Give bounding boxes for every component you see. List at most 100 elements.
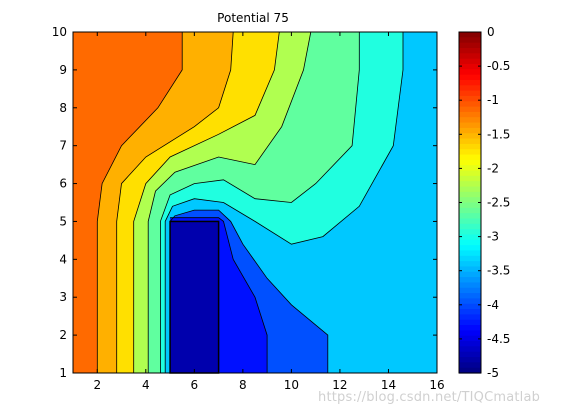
colorbar-segment: [459, 138, 481, 145]
colorbar-segment: [459, 218, 481, 225]
colorbar-segment: [459, 175, 481, 182]
colorbar-segment: [459, 277, 481, 284]
colorbar-segment: [459, 303, 481, 310]
colorbar-segment: [459, 170, 481, 177]
colorbar-segment: [459, 90, 481, 97]
colorbar-segment: [459, 213, 481, 220]
x-tick-label: 2: [93, 378, 101, 392]
contour-line: [159, 32, 360, 373]
colorbar-segment: [459, 341, 481, 347]
colorbar-segment: [459, 319, 481, 326]
colorbar-segment: [459, 133, 481, 140]
x-tick-label: 12: [332, 378, 347, 392]
contour-line: [96, 32, 183, 373]
colorbar-segment: [459, 47, 481, 54]
colorbar-segment: [459, 351, 481, 358]
electrode-region: [169, 220, 220, 374]
x-tick-label: 8: [239, 378, 247, 392]
contour-line: [170, 217, 268, 373]
colorbar-tick-label: 0: [487, 25, 495, 39]
colorbar-segment: [459, 95, 481, 102]
colorbar-segment: [459, 271, 481, 278]
contour-line: [116, 31, 234, 373]
colorbar-tick-label: -3.5: [487, 264, 510, 278]
colorbar-tick-label: -3: [487, 230, 499, 244]
contour-line: [133, 31, 280, 373]
y-tick-label: 9: [59, 63, 67, 77]
x-tick-label: 4: [142, 378, 150, 392]
colorbar-segment: [459, 191, 481, 198]
colorbar-segment: [459, 293, 481, 300]
colorbar-tick-label: -1.5: [487, 127, 510, 141]
y-tick-label: 8: [59, 101, 67, 115]
y-tick-label: 1: [59, 366, 67, 380]
colorbar-segment: [459, 143, 481, 150]
colorbar: 0 -0.5 -1 -1.5 -2 -2.5 -3 -3.5 -4 -4.5 -5: [458, 25, 510, 380]
colorbar-segment: [459, 63, 481, 70]
colorbar-segment: [459, 111, 481, 118]
colorbar-segment: [459, 122, 481, 129]
colorbar-tick-label: -2.5: [487, 196, 510, 210]
colorbar-segment: [459, 234, 481, 241]
colorbar-segment: [459, 255, 481, 262]
colorbar-segment: [459, 85, 481, 92]
colorbar-segment: [459, 159, 481, 166]
plot-area: [73, 31, 438, 374]
colorbar-segment: [459, 250, 481, 257]
colorbar-segment: [459, 282, 481, 289]
colorbar-segment: [459, 186, 481, 193]
y-tick-label: 2: [59, 328, 67, 342]
colorbar-segment: [459, 245, 481, 252]
colorbar-tick-label: -2: [487, 161, 499, 175]
colorbar-tick-label: -4: [487, 298, 499, 312]
colorbar-tick-label: -0.5: [487, 59, 510, 73]
colorbar-segment: [459, 367, 481, 374]
colorbar-segment: [459, 106, 481, 113]
y-tick-label: 3: [59, 290, 67, 304]
colorbar-segment: [459, 346, 481, 353]
colorbar-segment: [459, 335, 481, 342]
y-tick-label: 5: [59, 214, 67, 228]
colorbar-segment: [459, 239, 481, 246]
colorbar-segment: [459, 266, 481, 273]
colorbar-segment: [459, 53, 481, 60]
colorbar-segment: [459, 309, 481, 315]
colorbar-segment: [459, 165, 481, 172]
colorbar-segment: [459, 154, 481, 161]
colorbar-segment: [459, 117, 481, 124]
colorbar-tick-label: -5: [487, 366, 499, 380]
x-tick-label: 10: [284, 378, 299, 392]
watermark-text: https://blog.csdn.net/TIQCmatlab: [318, 390, 541, 405]
colorbar-segment: [459, 101, 481, 108]
colorbar-segment: [459, 314, 481, 321]
x-tick-label: 6: [191, 378, 199, 392]
colorbar-segment: [459, 325, 481, 331]
colorbar-segment: [459, 207, 481, 214]
colorbar-segment: [459, 362, 481, 369]
x-tick-label: 14: [381, 378, 396, 392]
colorbar-segment: [459, 127, 481, 134]
y-tick-label: 6: [59, 177, 67, 191]
colorbar-segment: [459, 229, 481, 236]
colorbar-segment: [459, 357, 481, 363]
y-tick-label: 10: [52, 25, 67, 39]
colorbar-tick-label: -1: [487, 93, 499, 107]
colorbar-segment: [459, 37, 481, 44]
axes-box: [72, 31, 438, 374]
colorbar-segment: [459, 261, 481, 268]
chart-title: Potential 75: [217, 11, 289, 25]
y-tick-label: 4: [59, 252, 67, 266]
colorbar-segment: [459, 32, 481, 38]
colorbar-segment: [459, 149, 481, 156]
x-tick-label: 16: [429, 378, 444, 392]
colorbar-segment: [459, 181, 481, 188]
colorbar-segment: [459, 58, 481, 65]
colorbar-segment: [459, 79, 481, 86]
colorbar-segment: [459, 69, 481, 76]
contour-line: [164, 32, 404, 373]
colorbar-segment: [459, 330, 481, 337]
y-tick-label: 7: [59, 139, 67, 153]
colorbar-segment: [459, 74, 481, 81]
colorbar-tick-label: -4.5: [487, 332, 510, 346]
